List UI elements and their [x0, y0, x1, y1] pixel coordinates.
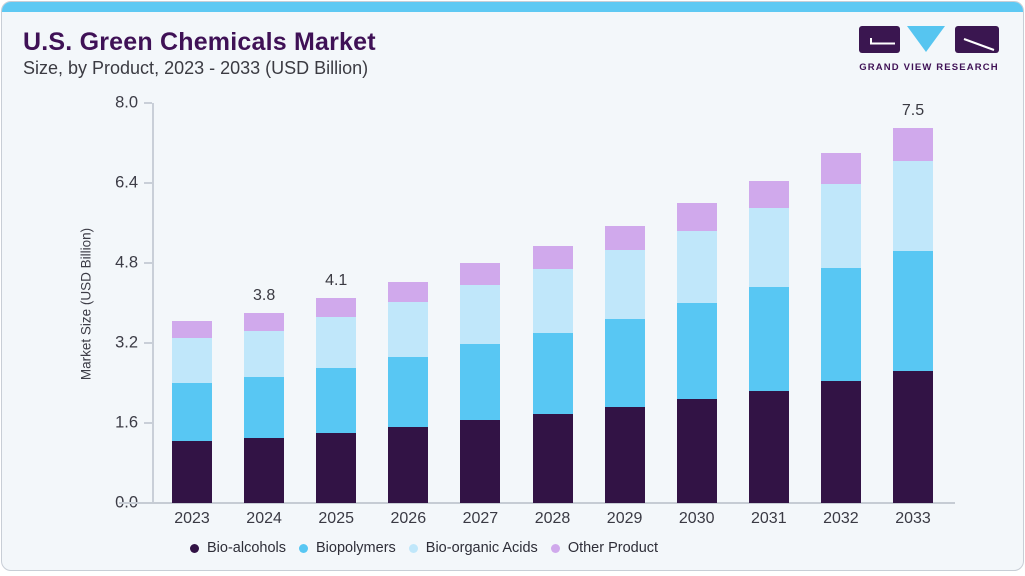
- bar-segment-2031-biopolymers: [748, 287, 789, 391]
- bar-segment-2023-bio-alcohols: [172, 440, 212, 503]
- bar-segment-2030-bio-organic-acids: [676, 231, 717, 303]
- legend-dot-icon: [408, 543, 418, 553]
- bar-segment-2028-biopolymers: [532, 333, 573, 414]
- bar-segment-2025-other-product: [316, 298, 357, 317]
- bar-segment-2023-bio-organic-acids: [172, 338, 212, 383]
- page-subtitle: Size, by Product, 2023 - 2033 (USD Billi…: [23, 58, 369, 78]
- legend-dot-icon: [190, 543, 199, 553]
- page-title: U.S. Green Chemicals Market: [23, 28, 376, 56]
- bar-segment-2032-bio-alcohols: [820, 380, 861, 503]
- bar-segment-2025-bio-organic-acids: [316, 317, 357, 368]
- bar-segment-2031-bio-organic-acids: [748, 208, 789, 287]
- legend-label: Other Product: [567, 540, 659, 556]
- bar-segment-2027-biopolymers: [460, 344, 501, 420]
- bar-segment-2029-biopolymers: [604, 319, 645, 407]
- bar-segment-2033-bio-organic-acids: [893, 160, 933, 251]
- y-tick-label: 1.6: [115, 413, 138, 432]
- legend-label: Biopolymers: [316, 540, 396, 556]
- y-tick-mark: [144, 422, 152, 424]
- legend-item-other-product: Other Product: [550, 540, 659, 556]
- bar-segment-2027-bio-alcohols: [460, 420, 501, 503]
- legend-item-biopolymers: Biopolymers: [299, 540, 396, 556]
- legend-item-bio-alcohols: Bio-alcohols: [190, 540, 286, 556]
- bar-segment-2030-bio-alcohols: [676, 399, 717, 503]
- logo-wordmark: GRAND VIEW RESEARCH: [859, 62, 999, 73]
- bar-segment-2024-other-product: [244, 313, 285, 331]
- bar-segment-2027-other-product: [460, 263, 501, 285]
- bar-segment-2026-biopolymers: [388, 357, 429, 427]
- bar-segment-2033-biopolymers: [893, 250, 933, 371]
- x-axis-line: [119, 502, 955, 504]
- bar-segment-2023-biopolymers: [172, 383, 212, 441]
- x-axis-label: 2032: [823, 510, 859, 527]
- bar-segment-2023-other-product: [172, 320, 212, 338]
- bar-segment-2029-bio-organic-acids: [604, 250, 645, 319]
- x-axis-label: 2031: [751, 510, 787, 527]
- y-tick-mark: [144, 262, 152, 264]
- bar-segment-2024-bio-organic-acids: [244, 331, 285, 377]
- y-axis-line: [152, 103, 154, 503]
- y-tick-label: 8.0: [115, 93, 138, 112]
- grand-view-research-logo: GRAND VIEW RESEARCH: [858, 26, 1000, 73]
- bar-segment-2031-other-product: [748, 180, 789, 208]
- x-axis-label: 2025: [318, 510, 354, 527]
- legend-label: Bio-alcohols: [207, 540, 286, 556]
- bar-segment-2027-bio-organic-acids: [460, 285, 501, 344]
- bar-segment-2024-bio-alcohols: [244, 438, 285, 503]
- bar-value-label: 3.8: [252, 287, 276, 304]
- bar-value-label: 4.1: [325, 272, 348, 289]
- bar-segment-2026-other-product: [388, 282, 429, 302]
- chart-legend: Bio-alcohols Biopolymers Bio-organic Acids…: [190, 540, 658, 556]
- accent-top-strip: [2, 2, 1023, 12]
- x-axis-label: 2027: [462, 510, 499, 527]
- bar-segment-2032-bio-organic-acids: [820, 183, 861, 268]
- y-axis-title: Market Size (USD Billion): [78, 227, 94, 381]
- legend-dot-icon: [550, 543, 560, 553]
- bar-segment-2028-bio-alcohols: [532, 414, 573, 503]
- x-axis-label: 2033: [895, 510, 931, 527]
- y-tick-mark: [144, 182, 152, 184]
- x-axis-label: 2024: [246, 510, 282, 527]
- bar-segment-2026-bio-alcohols: [388, 427, 429, 503]
- bar-segment-2028-other-product: [532, 245, 573, 269]
- bar-segment-2030-other-product: [676, 203, 717, 231]
- bar-segment-2031-bio-alcohols: [748, 391, 789, 503]
- bar-segment-2026-bio-organic-acids: [388, 302, 429, 357]
- bar-segment-2029-other-product: [604, 225, 645, 250]
- bar-segment-2025-bio-alcohols: [316, 433, 357, 503]
- bar-segment-2033-other-product: [893, 128, 933, 161]
- x-axis-label: 2030: [678, 510, 715, 527]
- y-tick-label: 4.8: [115, 253, 138, 272]
- legend-label: Bio-organic Acids: [425, 540, 538, 556]
- x-axis-label: 2026: [390, 510, 427, 527]
- legend-dot-icon: [299, 543, 308, 553]
- x-axis-label: 2029: [606, 510, 643, 527]
- x-axis-label: 2023: [174, 510, 210, 527]
- bar-segment-2028-bio-organic-acids: [532, 269, 573, 333]
- x-axis-label: 2028: [534, 510, 571, 527]
- bar-segment-2032-other-product: [820, 153, 861, 184]
- gvr-logo-icon: [859, 26, 999, 53]
- bar-segment-2030-biopolymers: [676, 303, 717, 399]
- bar-segment-2033-bio-alcohols: [893, 370, 933, 503]
- bar-segment-2029-bio-alcohols: [604, 407, 645, 503]
- legend-item-bio-organic-acids: Bio-organic Acids: [408, 540, 538, 556]
- y-tick-mark: [144, 342, 152, 344]
- y-tick-label: 3.2: [115, 333, 138, 352]
- y-tick-label: 6.4: [115, 173, 138, 192]
- bar-segment-2032-biopolymers: [820, 267, 861, 381]
- bar-value-label: 7.5: [901, 102, 925, 119]
- bar-segment-2024-biopolymers: [244, 377, 285, 438]
- y-tick-mark: [144, 102, 152, 104]
- bar-segment-2025-biopolymers: [316, 368, 357, 433]
